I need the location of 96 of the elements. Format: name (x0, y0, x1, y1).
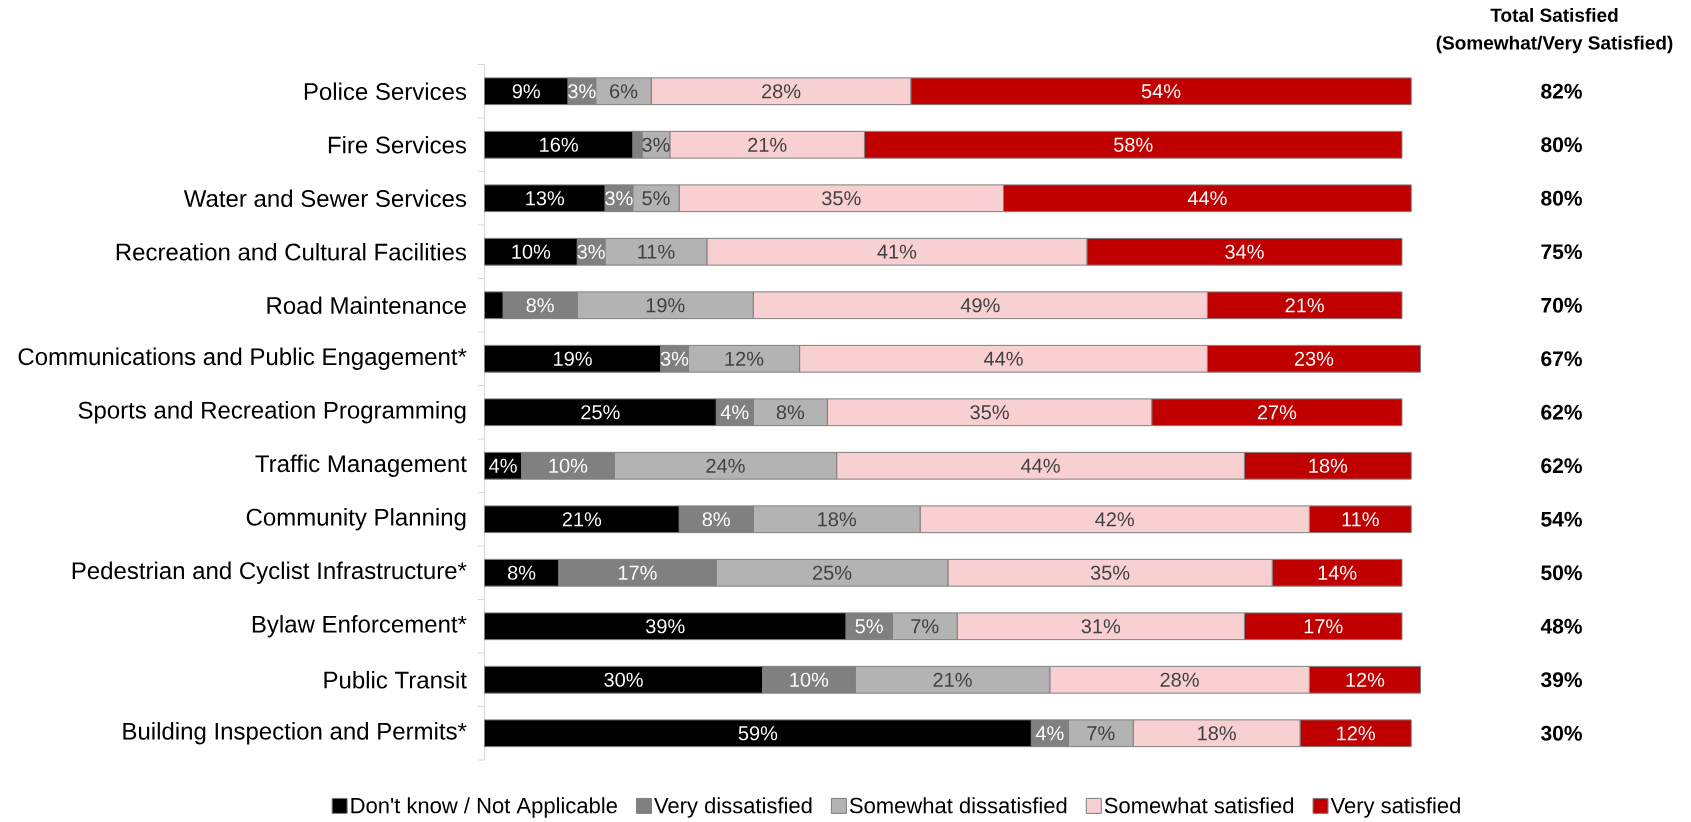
y-tick-label: Sports and Recreation Programming (78, 401, 466, 424)
data-label: 16% (540, 137, 578, 152)
data-label: 9% (512, 84, 540, 99)
data-label: 39% (645, 619, 685, 634)
text: 62% (1541, 458, 1582, 474)
legend-label: Don't know / Not Applicable (351, 797, 617, 818)
y-tick-label: Fire Services (328, 135, 467, 154)
y-tick-label: Building Inspection and Permits* (123, 722, 467, 745)
data-label: 12% (1337, 726, 1375, 741)
data-label: 4% (720, 405, 749, 420)
text: 75% (1541, 244, 1582, 260)
data-label: 30% (604, 672, 643, 687)
y-tick-label: Community Planning (246, 508, 466, 531)
text: 62% (1541, 404, 1582, 420)
text: 80% (1541, 190, 1582, 206)
data-label: 3% (605, 191, 633, 206)
data-label: 27% (1257, 405, 1297, 420)
legend-label: Very dissatisfied (654, 797, 812, 818)
data-label: 3% (642, 137, 670, 152)
y-tick-label: Police Services (304, 82, 467, 101)
data-label: 44% (983, 351, 1023, 366)
data-label: 35% (822, 191, 861, 206)
text: 30% (1540, 725, 1582, 741)
y-tick-label: Road Maintenance (267, 296, 466, 315)
data-label: 49% (960, 298, 1000, 313)
data-label: 3% (577, 244, 605, 259)
data-label: 24% (706, 458, 745, 473)
y-tick-label: Bylaw Enforcement* (252, 615, 467, 638)
data-label: 28% (1160, 672, 1199, 687)
data-label: 12% (1346, 672, 1385, 687)
text: 82% (1541, 83, 1582, 99)
data-label: 3% (568, 84, 596, 99)
text: 50% (1541, 565, 1582, 581)
data-label: 18% (1309, 458, 1348, 473)
data-label: 17% (1304, 619, 1343, 634)
data-label: 21% (933, 672, 972, 687)
text: 48% (1540, 618, 1582, 634)
data-label: 19% (554, 351, 592, 366)
data-label: 25% (813, 565, 852, 580)
data-label: 34% (1225, 244, 1264, 259)
data-label: 21% (1285, 298, 1324, 313)
y-tick-label: Pedestrian and Cyclist Infrastructure* (72, 561, 467, 584)
text: 54% (1541, 511, 1582, 527)
data-label: 8% (508, 565, 536, 580)
data-label: 10% (790, 672, 829, 687)
data-label: 59% (738, 726, 778, 741)
data-label: 35% (1090, 565, 1130, 580)
data-label: 3% (660, 351, 689, 366)
data-label: 8% (776, 405, 805, 420)
data-label: 44% (1187, 191, 1227, 206)
text: 67% (1541, 351, 1582, 367)
text: (Somewhat/Very Satisfied) (1436, 35, 1673, 54)
data-label: 13% (526, 191, 565, 206)
data-label: 31% (1081, 619, 1121, 634)
y-tick-label: Recreation and Cultural Facilities (116, 242, 467, 261)
data-label: 17% (618, 565, 657, 580)
data-label: 35% (970, 405, 1009, 420)
data-label: 28% (762, 84, 801, 99)
data-label: 44% (1020, 458, 1060, 473)
data-label: 58% (1114, 137, 1153, 152)
y-tick-label: Water and Sewer Services (183, 189, 467, 208)
data-label: 4% (1035, 726, 1064, 741)
data-label: 5% (855, 619, 883, 634)
data-label: 23% (1294, 351, 1334, 366)
data-label: 21% (748, 137, 787, 152)
text: Total Satisfied (1490, 8, 1618, 22)
data-label: 19% (646, 298, 685, 313)
data-label: 54% (1141, 84, 1181, 99)
text: 80% (1541, 137, 1582, 153)
text: 70% (1541, 297, 1582, 313)
data-label: 8% (702, 512, 730, 527)
data-label: 14% (1318, 565, 1357, 580)
data-label: 5% (642, 191, 670, 206)
y-tick-label: Communications and Public Engagement* (18, 347, 467, 370)
data-label: 10% (549, 458, 588, 473)
data-label: 12% (725, 351, 764, 366)
data-label: 7% (1087, 726, 1115, 741)
data-label: 41% (877, 244, 917, 259)
data-label: 11% (1342, 512, 1379, 527)
data-label: 18% (1198, 726, 1236, 741)
data-label: 6% (610, 84, 638, 99)
legend-label: Somewhat satisfied (1104, 797, 1294, 814)
data-label: 18% (818, 512, 856, 527)
legend-label: Somewhat dissatisfied (849, 797, 1067, 814)
y-tick-label: Public Transit (324, 670, 467, 689)
data-label: 8% (526, 298, 554, 313)
data-label: 21% (562, 512, 602, 527)
data-label: 7% (911, 619, 939, 634)
y-tick-label: Traffic Management (255, 454, 467, 477)
data-label: 10% (512, 244, 551, 259)
data-label: 11% (638, 244, 675, 259)
data-label: 42% (1095, 512, 1134, 527)
data-label: 4% (489, 458, 517, 473)
data-label: 25% (581, 405, 620, 420)
text: 39% (1540, 672, 1582, 688)
legend-label: Very satisfied (1330, 797, 1460, 818)
